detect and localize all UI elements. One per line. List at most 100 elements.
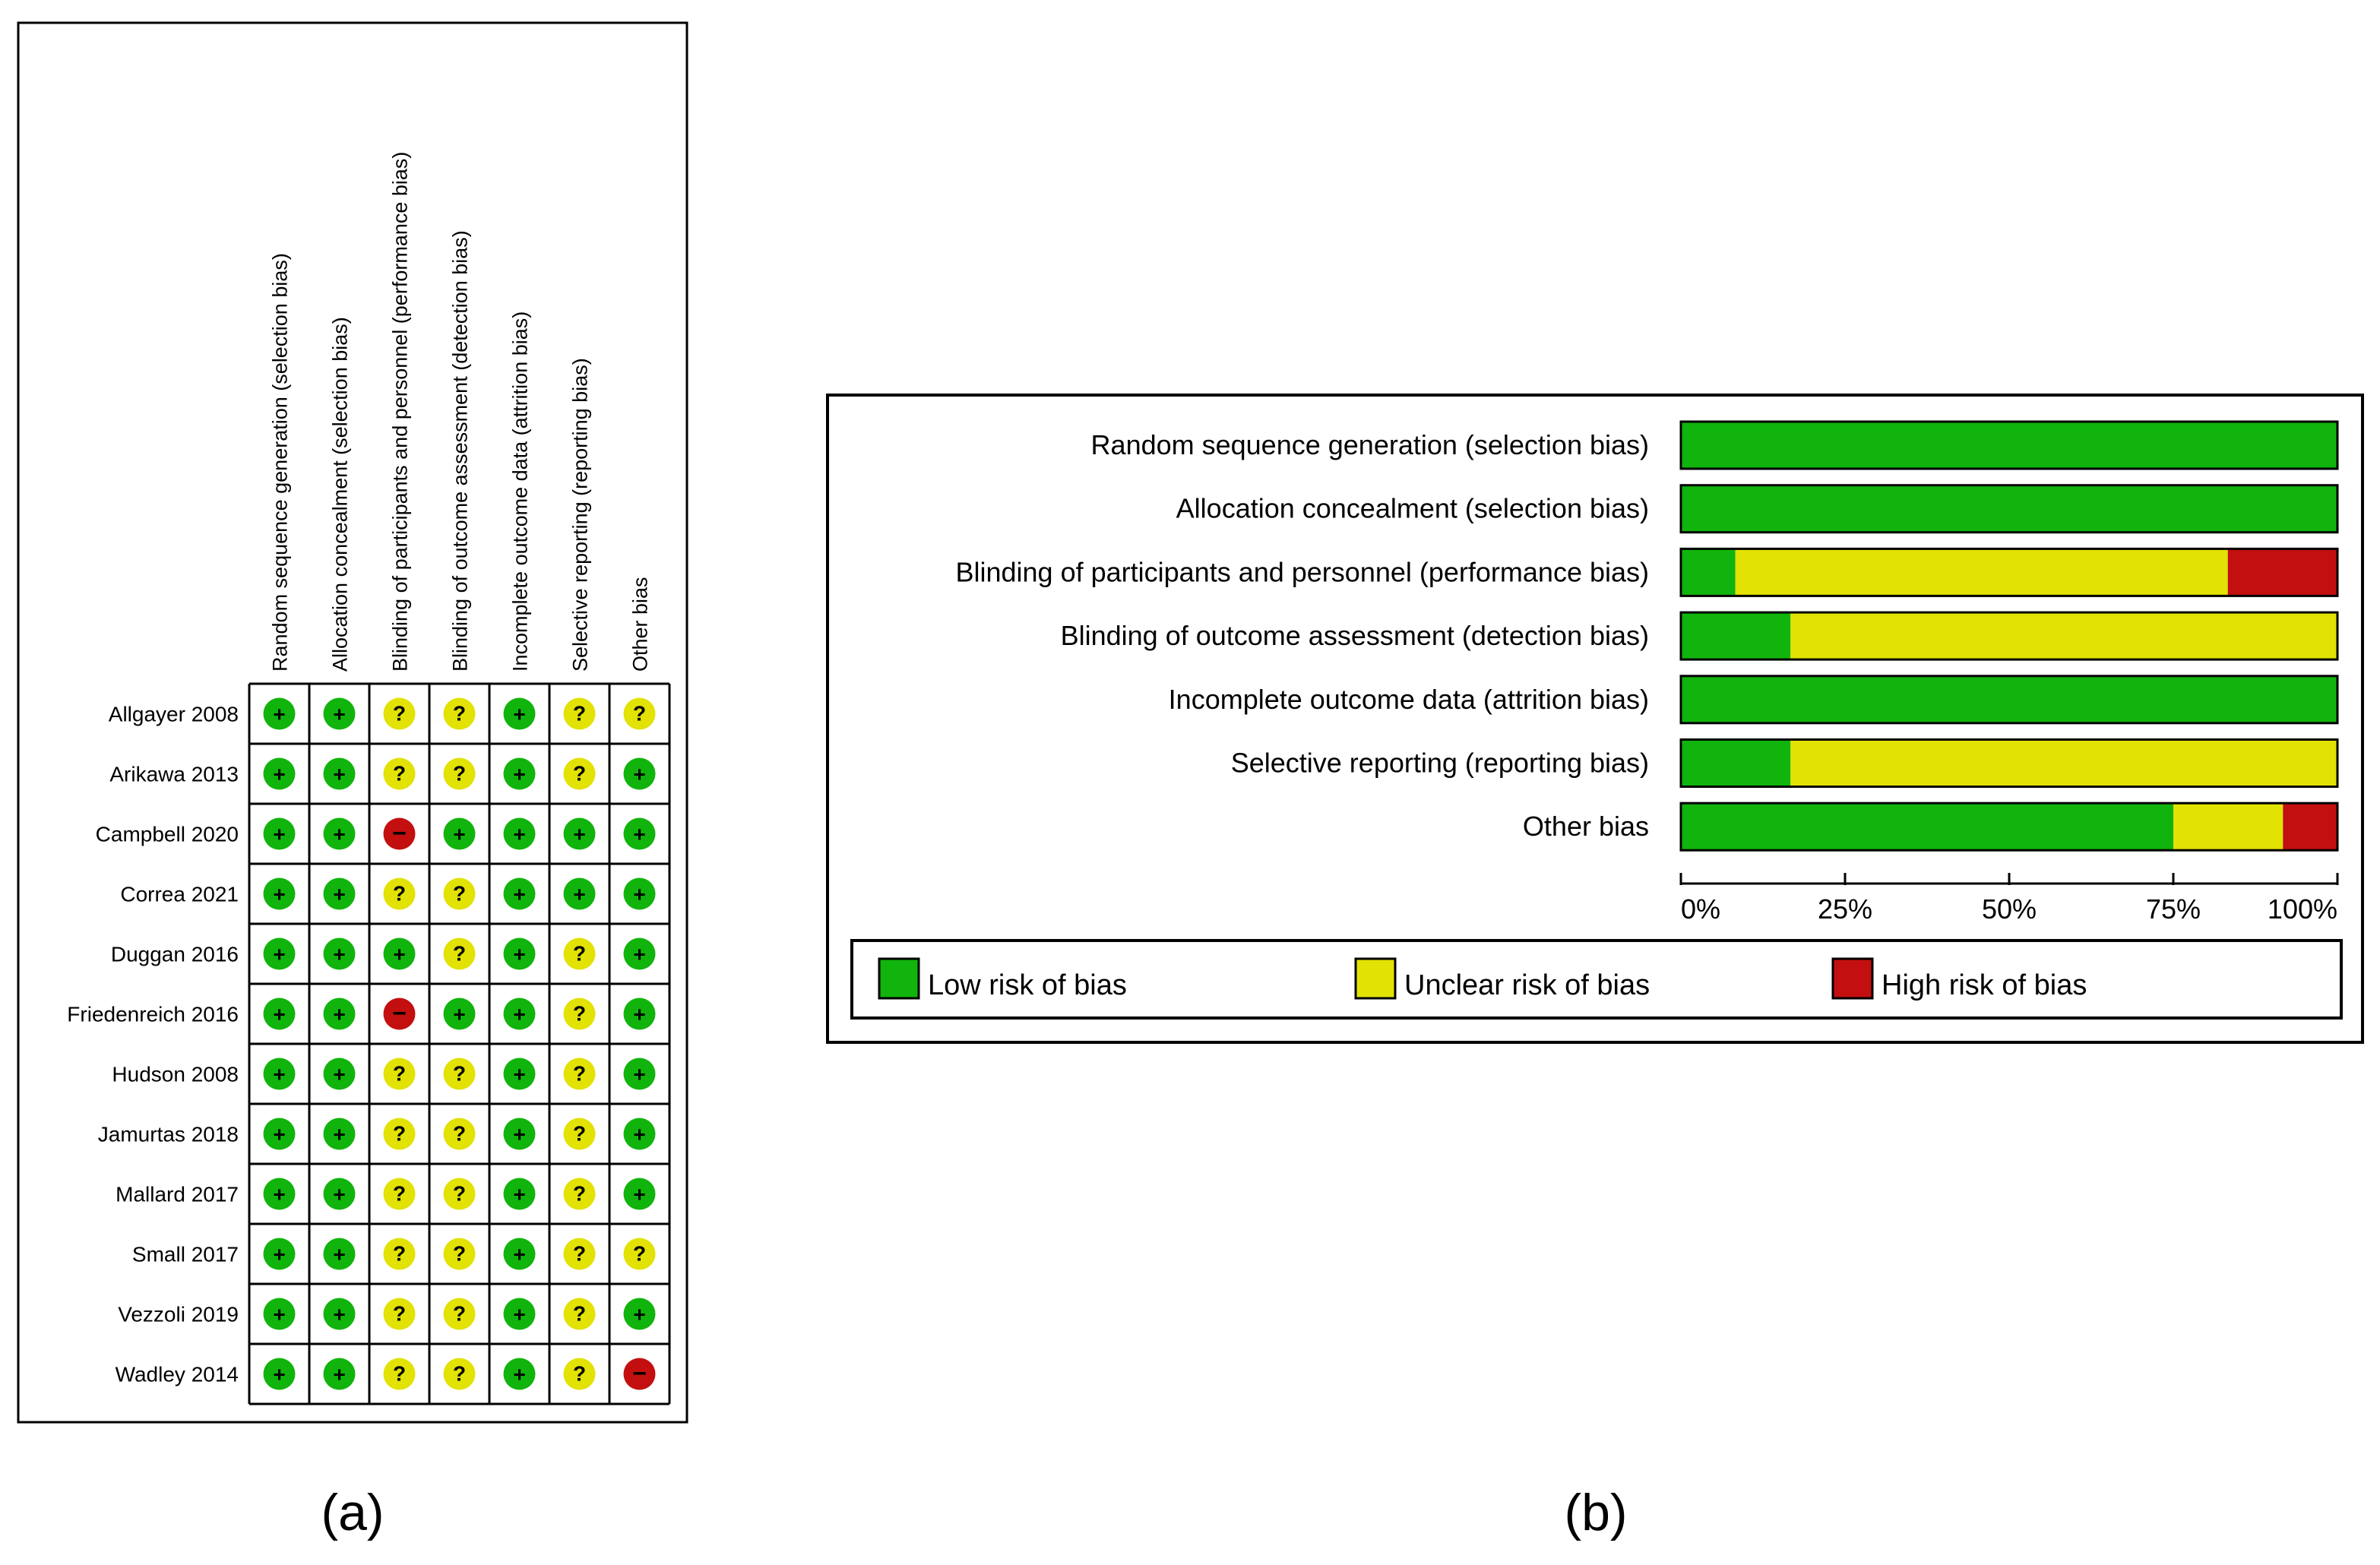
rating-low: + bbox=[263, 1358, 296, 1390]
legend-swatch bbox=[1831, 957, 1874, 1000]
rating-unclear: ? bbox=[383, 1178, 416, 1210]
study-label: Correa 2021 bbox=[120, 883, 239, 906]
rating-symbol: ? bbox=[633, 702, 646, 726]
rating-symbol: − bbox=[392, 820, 407, 847]
rating-dot bbox=[323, 1238, 356, 1270]
rating-unclear: ? bbox=[563, 937, 596, 970]
rating-low: + bbox=[323, 1178, 356, 1210]
rating-symbol: + bbox=[273, 883, 285, 906]
rating-symbol: ? bbox=[393, 1122, 406, 1146]
rating-dot bbox=[623, 757, 656, 790]
rating-symbol: + bbox=[633, 1303, 645, 1326]
rating-high: − bbox=[383, 817, 416, 850]
legend: Low risk of bias Unclear risk of bias High… bbox=[850, 939, 2343, 1020]
category-label: Blinding of outcome assessment (detectio… bbox=[1061, 620, 1649, 651]
rating-low: + bbox=[323, 877, 356, 910]
bar-row-blinding-of-outcome-assessment-detection-bias: Blinding of outcome assessment (detectio… bbox=[1061, 611, 2339, 661]
legend-swatch bbox=[1354, 957, 1397, 1000]
rating-symbol: + bbox=[273, 1363, 285, 1386]
column-header-incomplete-outcome-data-attrition-bias: Incomplete outcome data (attrition bias) bbox=[509, 311, 532, 672]
bar-segment-high bbox=[2227, 549, 2337, 596]
rating-dot bbox=[263, 697, 296, 730]
rating-symbol: + bbox=[273, 1123, 285, 1146]
study-label: Friedenreich 2016 bbox=[67, 1003, 239, 1026]
bar-segment-unclear bbox=[1790, 612, 2337, 660]
rating-dot bbox=[383, 1238, 416, 1270]
legend-label: Low risk of bias bbox=[928, 969, 1127, 1001]
study-row-friedenreich-2016: Friedenreich 2016 + + − + +? + bbox=[67, 997, 656, 1030]
rating-unclear: ? bbox=[383, 697, 416, 730]
rating-dot bbox=[623, 1238, 656, 1270]
rating-low: + bbox=[263, 1058, 296, 1090]
legend-swatch bbox=[878, 957, 920, 1000]
rating-unclear: ? bbox=[563, 757, 596, 790]
rating-dot bbox=[563, 1358, 596, 1390]
rating-low: + bbox=[323, 1358, 356, 1390]
rating-unclear: ? bbox=[443, 1058, 476, 1090]
summary-grid-lines bbox=[248, 682, 671, 1405]
legend-frame bbox=[850, 939, 2343, 1020]
rating-dot bbox=[503, 877, 536, 910]
rating-low: + bbox=[623, 1178, 656, 1210]
rating-symbol: ? bbox=[573, 1362, 586, 1386]
rating-unclear: ? bbox=[443, 877, 476, 910]
rating-dot bbox=[503, 1058, 536, 1090]
bar-segment-low bbox=[1681, 675, 2337, 723]
rating-unclear: ? bbox=[563, 1298, 596, 1330]
rating-symbol: + bbox=[513, 823, 525, 846]
tick-label: 0% bbox=[1681, 893, 1720, 925]
rating-symbol: ? bbox=[573, 1002, 586, 1026]
rating-symbol: + bbox=[273, 763, 285, 786]
rating-low: + bbox=[623, 1058, 656, 1090]
rating-symbol: + bbox=[333, 1363, 345, 1386]
rating-unclear: ? bbox=[383, 877, 416, 910]
rating-dot bbox=[503, 757, 536, 790]
rating-dot bbox=[383, 1178, 416, 1210]
rating-low: + bbox=[323, 1238, 356, 1270]
x-axis: 0% 25% 50% 75% 100% bbox=[1679, 873, 2339, 925]
rating-low: + bbox=[323, 937, 356, 970]
rating-dot bbox=[563, 1118, 596, 1150]
category-label: Other bias bbox=[1523, 811, 1649, 842]
panel-a-frame bbox=[17, 21, 688, 1424]
category-label: Selective reporting (reporting bias) bbox=[1231, 748, 1649, 779]
rating-unclear: ? bbox=[443, 1178, 476, 1210]
rating-symbol: ? bbox=[453, 1302, 466, 1326]
bar-outline bbox=[1679, 675, 2339, 725]
rating-dot bbox=[623, 997, 656, 1030]
category-label: Blinding of participants and personnel (… bbox=[955, 556, 1649, 587]
rating-symbol: + bbox=[513, 703, 525, 726]
rating-dot bbox=[623, 937, 656, 970]
rating-symbol: ? bbox=[573, 702, 586, 726]
rating-symbol: ? bbox=[573, 942, 586, 966]
rating-low: + bbox=[503, 1298, 536, 1330]
rating-dot bbox=[263, 757, 296, 790]
legend-item-low: Low risk of bias bbox=[878, 957, 1127, 1001]
rating-dot bbox=[323, 1118, 356, 1150]
rating-unclear: ? bbox=[563, 1058, 596, 1090]
risk-of-bias-summary: Random sequence generation (selection bi… bbox=[67, 152, 671, 1405]
rating-symbol: + bbox=[333, 1303, 345, 1326]
rating-symbol: ? bbox=[393, 1062, 406, 1086]
rating-dot bbox=[443, 1058, 476, 1090]
rating-unclear: ? bbox=[563, 697, 596, 730]
study-row-mallard-2017: Mallard 2017 + +?? +? + bbox=[116, 1178, 656, 1210]
rating-low: + bbox=[503, 757, 536, 790]
rating-symbol: + bbox=[333, 823, 345, 846]
rating-dot bbox=[563, 937, 596, 970]
bar-outline bbox=[1679, 611, 2339, 661]
rating-symbol: + bbox=[273, 1243, 285, 1266]
rating-unclear: ? bbox=[443, 937, 476, 970]
rating-symbol: + bbox=[333, 883, 345, 906]
rating-dot bbox=[563, 997, 596, 1030]
rating-dot bbox=[623, 1358, 656, 1390]
rating-high: − bbox=[383, 997, 416, 1030]
rating-dot bbox=[503, 937, 536, 970]
rating-dot bbox=[263, 1298, 296, 1330]
study-label: Jamurtas 2018 bbox=[98, 1123, 239, 1146]
rating-dot bbox=[563, 757, 596, 790]
rating-symbol: + bbox=[513, 1063, 525, 1086]
rating-symbol: + bbox=[633, 943, 645, 966]
rating-symbol: ? bbox=[453, 762, 466, 786]
rating-symbol: ? bbox=[453, 1242, 466, 1266]
